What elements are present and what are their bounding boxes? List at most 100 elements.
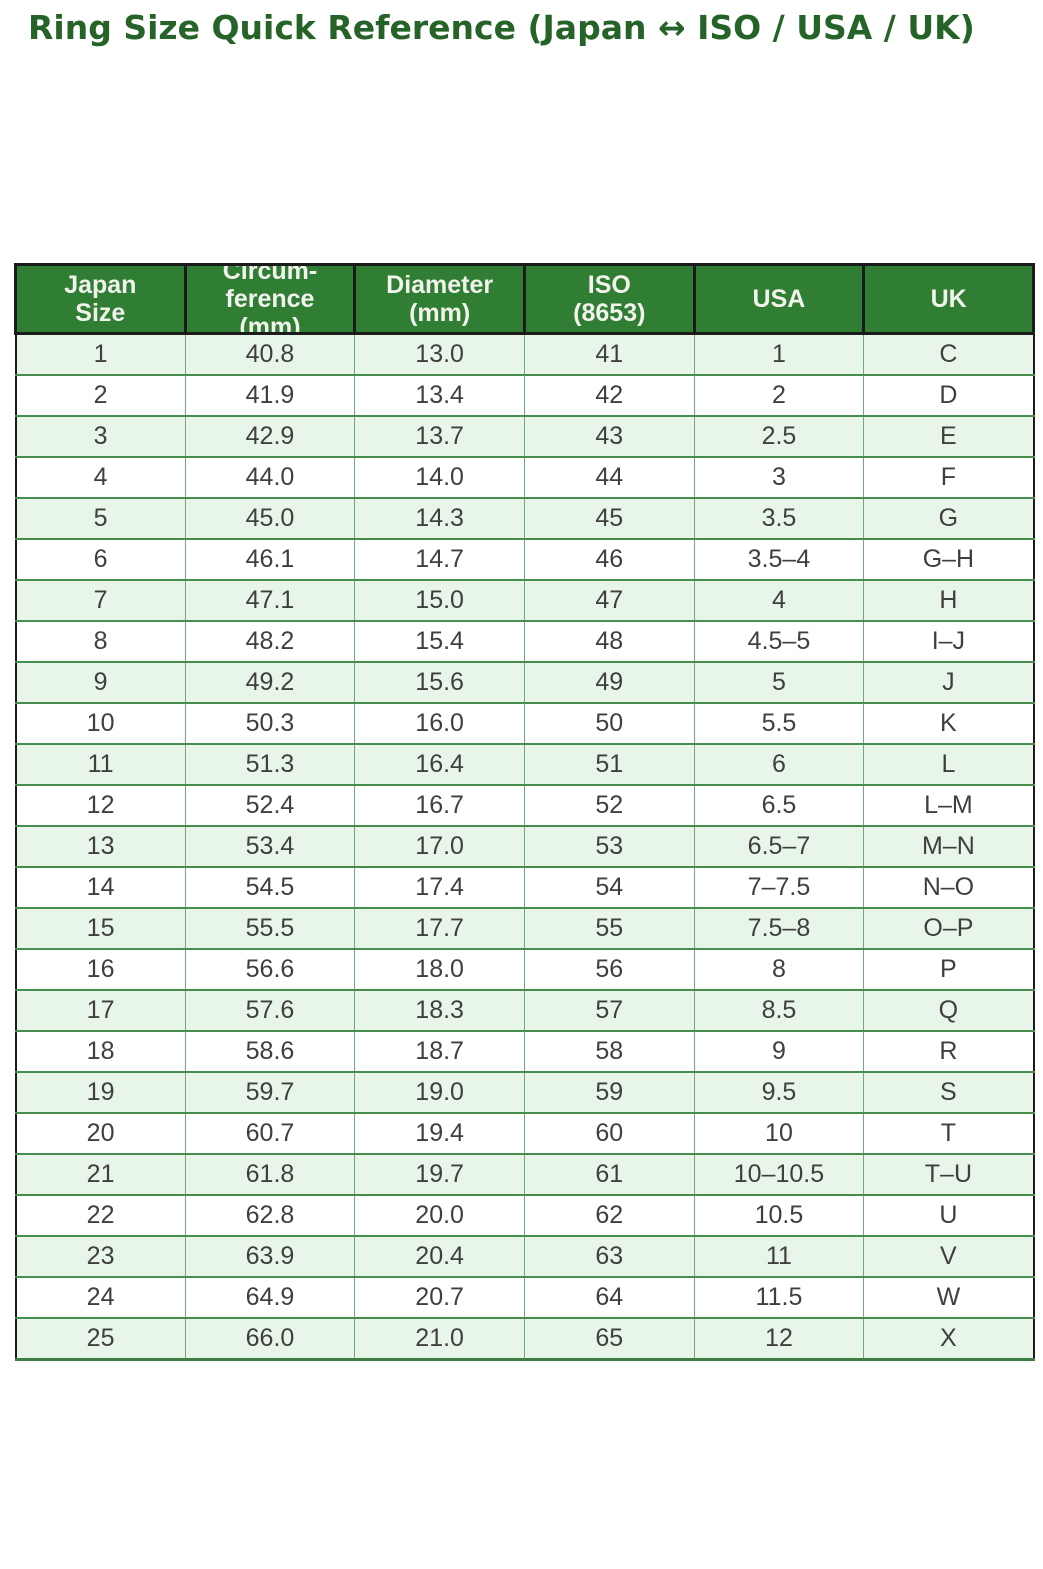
cell-uk: Q [863, 989, 1034, 1032]
cell-uk: X [863, 1317, 1034, 1361]
cell-diameter_mm: 19.0 [354, 1071, 525, 1114]
table-row: 24 64.9 20.7 64 11.5 W [15, 1276, 1034, 1319]
cell-usa: 5.5 [693, 702, 865, 745]
cell-circumference_mm: 40.8 [184, 332, 356, 376]
cell-diameter_mm: 17.4 [354, 866, 525, 909]
cell-uk: L [863, 743, 1034, 786]
cell-diameter_mm: 20.0 [354, 1194, 525, 1237]
cell-usa: 2 [693, 374, 865, 417]
cell-usa: 3 [693, 456, 865, 499]
cell-iso_8653: 50 [523, 702, 695, 745]
cell-circumference_mm: 57.6 [184, 989, 356, 1032]
cell-usa: 11.5 [693, 1276, 865, 1319]
cell-diameter_mm: 20.7 [354, 1276, 525, 1319]
cell-japan_size: 10 [15, 702, 186, 745]
cell-diameter_mm: 13.4 [354, 374, 525, 417]
table-row: 6 46.1 14.7 46 3.5–4 G–H [15, 538, 1034, 581]
cell-uk: P [863, 948, 1034, 991]
cell-usa: 5 [693, 661, 865, 704]
cell-usa: 6 [693, 743, 865, 786]
cell-uk: R [863, 1030, 1034, 1073]
table-row: 25 66.0 21.0 65 12 X [15, 1317, 1034, 1361]
cell-japan_size: 11 [15, 743, 186, 786]
cell-uk: G–H [863, 538, 1034, 581]
cell-usa: 6.5 [693, 784, 865, 827]
cell-diameter_mm: 14.0 [354, 456, 525, 499]
cell-uk: E [863, 415, 1034, 458]
cell-diameter_mm: 14.3 [354, 497, 525, 540]
cell-circumference_mm: 63.9 [184, 1235, 356, 1278]
cell-japan_size: 3 [15, 415, 186, 458]
cell-circumference_mm: 46.1 [184, 538, 356, 581]
table-row: 18 58.6 18.7 58 9 R [15, 1030, 1034, 1073]
cell-usa: 3.5 [693, 497, 865, 540]
cell-japan_size: 7 [15, 579, 186, 622]
cell-circumference_mm: 48.2 [184, 620, 356, 663]
table-row: 3 42.9 13.7 43 2.5 E [15, 415, 1034, 458]
cell-circumference_mm: 42.9 [184, 415, 356, 458]
cell-usa: 10 [693, 1112, 865, 1155]
cell-iso_8653: 55 [523, 907, 695, 950]
cell-usa: 10–10.5 [693, 1153, 865, 1196]
cell-uk: L–M [863, 784, 1034, 827]
cell-iso_8653: 56 [523, 948, 695, 991]
cell-uk: F [863, 456, 1034, 499]
cell-japan_size: 15 [15, 907, 186, 950]
cell-iso_8653: 43 [523, 415, 695, 458]
cell-japan_size: 8 [15, 620, 186, 663]
table-row: 5 45.0 14.3 45 3.5 G [15, 497, 1034, 540]
cell-japan_size: 14 [15, 866, 186, 909]
cell-diameter_mm: 15.6 [354, 661, 525, 704]
cell-iso_8653: 61 [523, 1153, 695, 1196]
cell-iso_8653: 59 [523, 1071, 695, 1114]
cell-iso_8653: 63 [523, 1235, 695, 1278]
cell-circumference_mm: 59.7 [184, 1071, 356, 1114]
cell-usa: 2.5 [693, 415, 865, 458]
column-header-usa: USA [692, 263, 866, 335]
cell-circumference_mm: 53.4 [184, 825, 356, 868]
cell-usa: 4.5–5 [693, 620, 865, 663]
table-row: 23 63.9 20.4 63 11 V [15, 1235, 1034, 1278]
cell-circumference_mm: 60.7 [184, 1112, 356, 1155]
cell-usa: 1 [693, 332, 865, 376]
cell-circumference_mm: 64.9 [184, 1276, 356, 1319]
cell-iso_8653: 41 [523, 332, 695, 376]
cell-uk: T [863, 1112, 1034, 1155]
cell-japan_size: 2 [15, 374, 186, 417]
table-row: 1 40.8 13.0 41 1 C [15, 332, 1034, 376]
column-header-japan_size: Japan Size [14, 263, 187, 335]
cell-japan_size: 22 [15, 1194, 186, 1237]
cell-japan_size: 21 [15, 1153, 186, 1196]
cell-diameter_mm: 16.7 [354, 784, 525, 827]
cell-diameter_mm: 13.0 [354, 332, 525, 376]
cell-uk: D [863, 374, 1034, 417]
cell-uk: H [863, 579, 1034, 622]
cell-japan_size: 17 [15, 989, 186, 1032]
cell-iso_8653: 46 [523, 538, 695, 581]
cell-usa: 9.5 [693, 1071, 865, 1114]
cell-circumference_mm: 49.2 [184, 661, 356, 704]
cell-usa: 7.5–8 [693, 907, 865, 950]
cell-circumference_mm: 61.8 [184, 1153, 356, 1196]
cell-diameter_mm: 21.0 [354, 1317, 525, 1361]
cell-iso_8653: 57 [523, 989, 695, 1032]
cell-diameter_mm: 17.7 [354, 907, 525, 950]
cell-usa: 9 [693, 1030, 865, 1073]
table-row: 19 59.7 19.0 59 9.5 S [15, 1071, 1034, 1114]
cell-iso_8653: 53 [523, 825, 695, 868]
cell-uk: M–N [863, 825, 1034, 868]
cell-circumference_mm: 50.3 [184, 702, 356, 745]
cell-diameter_mm: 20.4 [354, 1235, 525, 1278]
cell-iso_8653: 47 [523, 579, 695, 622]
cell-usa: 7–7.5 [693, 866, 865, 909]
cell-japan_size: 1 [15, 332, 186, 376]
cell-iso_8653: 52 [523, 784, 695, 827]
cell-iso_8653: 44 [523, 456, 695, 499]
cell-circumference_mm: 45.0 [184, 497, 356, 540]
table-row: 2 41.9 13.4 42 2 D [15, 374, 1034, 417]
cell-japan_size: 12 [15, 784, 186, 827]
cell-diameter_mm: 18.3 [354, 989, 525, 1032]
table-row: 13 53.4 17.0 53 6.5–7 M–N [15, 825, 1034, 868]
cell-diameter_mm: 16.4 [354, 743, 525, 786]
cell-diameter_mm: 13.7 [354, 415, 525, 458]
